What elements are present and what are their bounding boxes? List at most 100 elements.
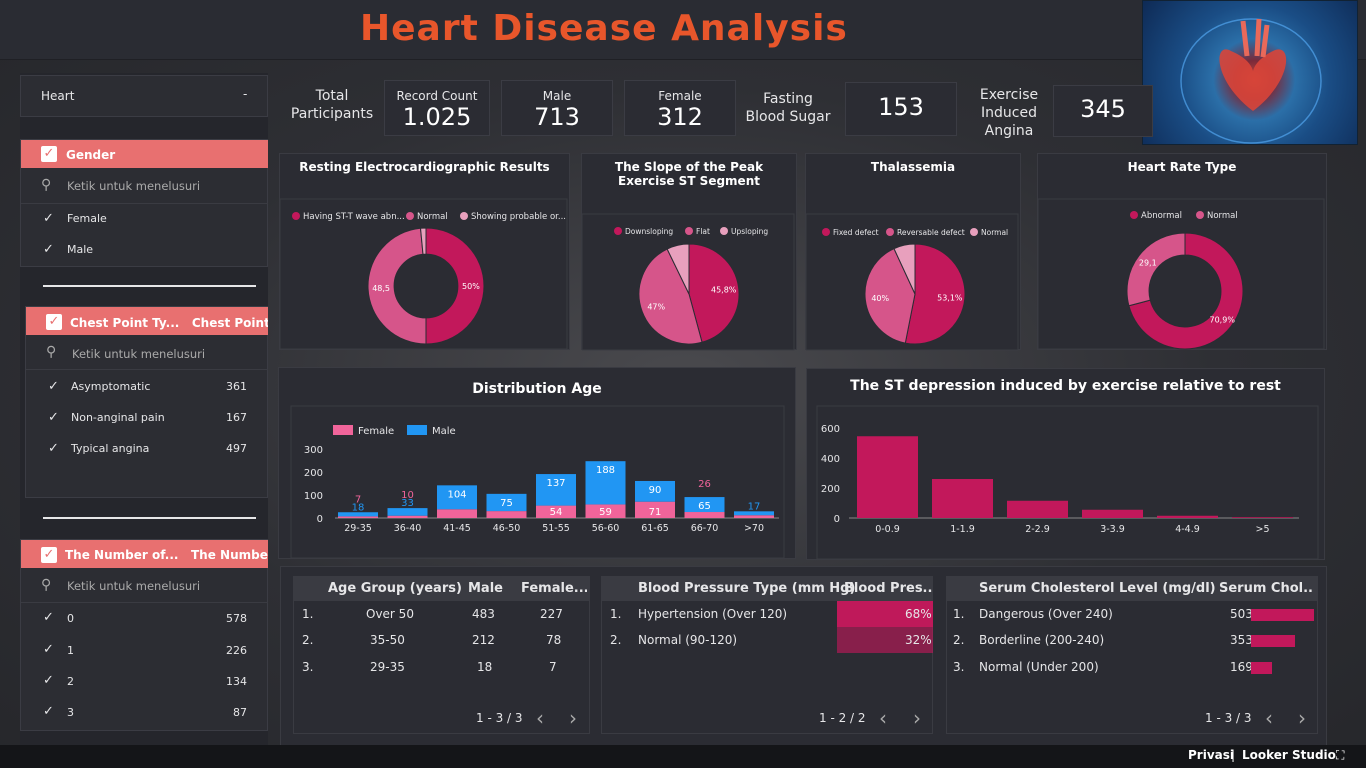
x-tick-label: 61-65: [641, 523, 669, 534]
prev-page-icon[interactable]: ‹: [1265, 706, 1273, 730]
next-page-icon[interactable]: ›: [1298, 706, 1306, 730]
privacy-link[interactable]: Privasi: [1188, 748, 1235, 762]
chest-item-typical[interactable]: Typical angina: [71, 442, 150, 455]
data-label-male: 137: [546, 478, 565, 489]
kpi-record-value: 1.025: [402, 103, 472, 131]
dataset-dropdown[interactable]: Heart -: [20, 75, 268, 117]
fullscreen-icon[interactable]: ⛶: [1336, 748, 1345, 762]
chart-title: The ST depression induced by exercise re…: [850, 378, 1281, 394]
col-female[interactable]: Female...: [521, 581, 587, 596]
pie-heart-rate: Abnormal Normal 70,9% 29,1: [1038, 198, 1325, 350]
pagination-label: 1 - 2 / 2: [819, 711, 866, 725]
y-tick-label: 100: [304, 491, 323, 502]
pie-thalassemia: Fixed defect Reversable defect Normal 53,1%…: [806, 213, 1019, 351]
next-page-icon[interactable]: ›: [913, 706, 921, 730]
next-page-icon[interactable]: ›: [569, 706, 577, 730]
header-bar: Heart Disease Analysis: [0, 0, 1366, 60]
x-tick-label: 29-35: [344, 523, 372, 534]
bar: [1007, 500, 1068, 518]
col-male[interactable]: Male: [468, 581, 503, 596]
bar: [857, 436, 918, 518]
chest-pain-filter: ✓ Chest Point Ty... Chest Point... ⚲ Ket…: [25, 306, 268, 498]
col-chol-level[interactable]: Serum Cholesterol Level (mg/dl): [979, 581, 1216, 596]
slice-label: 53,1%: [937, 293, 963, 302]
kpi-record-label: Record Count: [396, 89, 478, 103]
col-age-group[interactable]: Age Group (years): [328, 581, 462, 596]
prev-page-icon[interactable]: ‹: [536, 706, 544, 730]
legend-label: Fixed defect: [833, 228, 879, 237]
check-icon[interactable]: ✓: [48, 441, 59, 456]
kpi-male-label: Male: [542, 89, 572, 103]
legend-marker: [614, 227, 622, 235]
vessels-filter-header[interactable]: ✓ The Number of... The Numbe...: [21, 540, 268, 568]
col-bp-pct[interactable]: Blood Pres...: [844, 581, 932, 596]
vessels-search-input[interactable]: Ketik untuk menelusuri: [67, 579, 201, 593]
chest-filter-header[interactable]: ✓ Chest Point Ty... Chest Point...: [26, 307, 268, 335]
check-icon[interactable]: ✓: [43, 211, 54, 226]
data-label-female: 10: [401, 490, 414, 501]
bar-female: [585, 504, 626, 518]
divider: [21, 203, 268, 204]
gender-item-male[interactable]: Male: [67, 243, 94, 256]
select-all-checkbox-icon[interactable]: ✓: [41, 146, 57, 162]
x-tick-label: 2-2.9: [1025, 524, 1050, 535]
x-tick-label: >5: [1255, 524, 1269, 535]
gender-item-female[interactable]: Female: [67, 212, 107, 225]
pie-slice: [419, 227, 427, 255]
vessels-item-1[interactable]: 1: [67, 644, 74, 657]
chol-value-cell: 353: [1230, 633, 1253, 647]
pie-resting-ecg: Having ST-T wave abn... Normal Showing pro…: [280, 198, 568, 350]
row-number: 1.: [302, 607, 314, 621]
check-icon[interactable]: ✓: [43, 610, 54, 625]
check-icon[interactable]: ✓: [43, 642, 54, 657]
prev-page-icon[interactable]: ‹: [879, 706, 887, 730]
y-tick-label: 200: [304, 468, 323, 479]
check-icon[interactable]: ✓: [48, 379, 59, 394]
select-all-checkbox-icon[interactable]: ✓: [46, 314, 62, 330]
vessels-item-2[interactable]: 2: [67, 675, 74, 688]
check-icon[interactable]: ✓: [48, 410, 59, 425]
select-all-checkbox-icon[interactable]: ✓: [41, 547, 57, 563]
slice-label: 45,8%: [711, 285, 737, 294]
bar-female: [536, 505, 576, 518]
vessels-item-0[interactable]: 0: [67, 612, 74, 625]
check-icon[interactable]: ✓: [43, 242, 54, 257]
chevron-down-icon: -: [243, 87, 248, 101]
slope-chart: The Slope of the Peak Exercise ST Segmen…: [581, 153, 797, 351]
chart-title: The Slope of the Peak Exercise ST Segmen…: [614, 160, 764, 188]
col-chol-value[interactable]: Serum Chol...: [1219, 581, 1314, 596]
female-cell: 227: [540, 607, 563, 621]
pagination-label: 1 - 3 / 3: [1205, 711, 1252, 725]
vessels-count: 578: [226, 612, 247, 625]
heart-rate-type-chart: Heart Rate Type Abnormal Normal 70,9% 29,1: [1037, 153, 1327, 350]
vessels-item-3[interactable]: 3: [67, 706, 74, 719]
pie-slice: [666, 243, 690, 295]
pie-slice: [638, 248, 703, 345]
x-tick-label: 51-55: [542, 523, 570, 534]
pie-slice: [688, 243, 740, 343]
pagination-label: 1 - 3 / 3: [476, 711, 523, 725]
legend-label: Male: [432, 426, 456, 437]
x-tick-label: 46-50: [493, 523, 521, 534]
col-bp-type[interactable]: Blood Pressure Type (mm Hg): [638, 581, 856, 596]
slice-label: 40%: [871, 294, 889, 303]
blood-pressure-table: Blood Pressure Type (mm Hg) Blood Pres..…: [601, 576, 933, 734]
bp-type-cell: Normal (90-120): [638, 633, 738, 647]
row-number: 2.: [302, 633, 314, 647]
check-icon[interactable]: ✓: [43, 673, 54, 688]
divider: [21, 602, 268, 603]
legend-label: Upsloping: [731, 227, 768, 236]
chest-search-input[interactable]: Ketik untuk menelusuri: [72, 347, 206, 361]
looker-studio-link[interactable]: Looker Studio: [1242, 748, 1336, 762]
chol-level-cell: Dangerous (Over 240): [979, 607, 1113, 621]
pie-slice: [1128, 232, 1244, 350]
chest-item-nonanginal[interactable]: Non-anginal pain: [71, 411, 165, 424]
chest-item-asymptomatic[interactable]: Asymptomatic: [71, 380, 151, 393]
gender-search-input[interactable]: Ketik untuk menelusuri: [67, 179, 201, 193]
age-group-cell: 29-35: [370, 660, 405, 674]
check-icon[interactable]: ✓: [43, 704, 54, 719]
bar-male: [585, 461, 626, 505]
pie-slice: [1126, 232, 1186, 307]
row-number: 1.: [953, 607, 965, 621]
gender-filter-header[interactable]: ✓ Gender: [21, 140, 268, 168]
